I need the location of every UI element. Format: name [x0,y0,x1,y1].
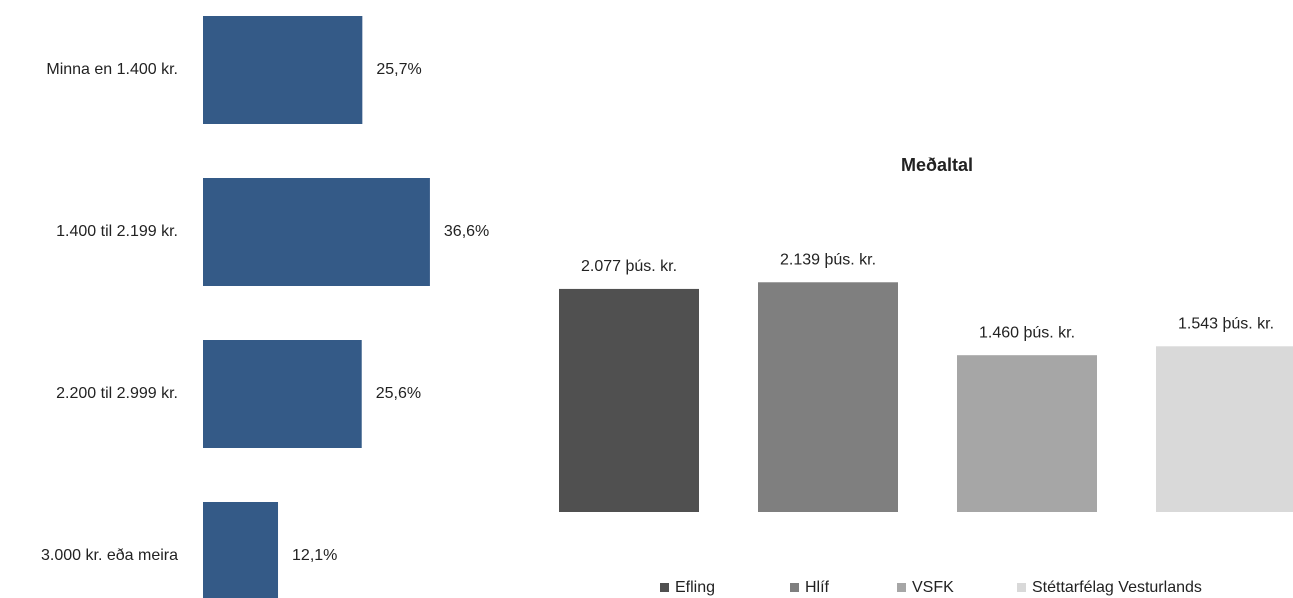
legend-label: Stéttarfélag Vesturlands [1032,579,1202,596]
bar [203,178,430,286]
legend-swatch [897,583,906,592]
bar [203,16,363,124]
legend-label: Hlíf [805,579,830,596]
legend-label: VSFK [912,579,954,596]
value-label: 12,1% [292,547,337,564]
legend-swatch [1017,583,1026,592]
value-label: 36,6% [444,223,489,240]
legend-label: Efling [675,579,715,596]
category-label: 3.000 kr. eða meira [41,547,178,564]
legend-swatch [660,583,669,592]
category-label: 2.200 til 2.999 kr. [56,385,178,402]
chart-title: Meðaltal [901,155,973,175]
bar [203,502,279,598]
legend-swatch [790,583,799,592]
bar [957,355,1097,512]
value-label: 2.139 þús. kr. [780,251,876,268]
value-label: 1.543 þús. kr. [1178,316,1274,333]
value-label: 1.460 þús. kr. [979,324,1075,341]
bar [1156,346,1293,512]
bar [203,340,362,448]
category-label: 1.400 til 2.199 kr. [56,223,178,240]
value-label: 2.077 þús. kr. [581,258,677,275]
category-label: Minna en 1.400 kr. [46,61,178,78]
bar [559,288,699,512]
value-label: 25,7% [376,61,421,78]
bar [758,282,898,512]
value-label: 25,6% [376,385,421,402]
